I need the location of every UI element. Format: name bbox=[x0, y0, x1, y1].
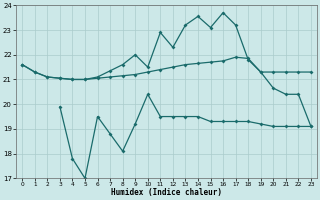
X-axis label: Humidex (Indice chaleur): Humidex (Indice chaleur) bbox=[111, 188, 222, 197]
